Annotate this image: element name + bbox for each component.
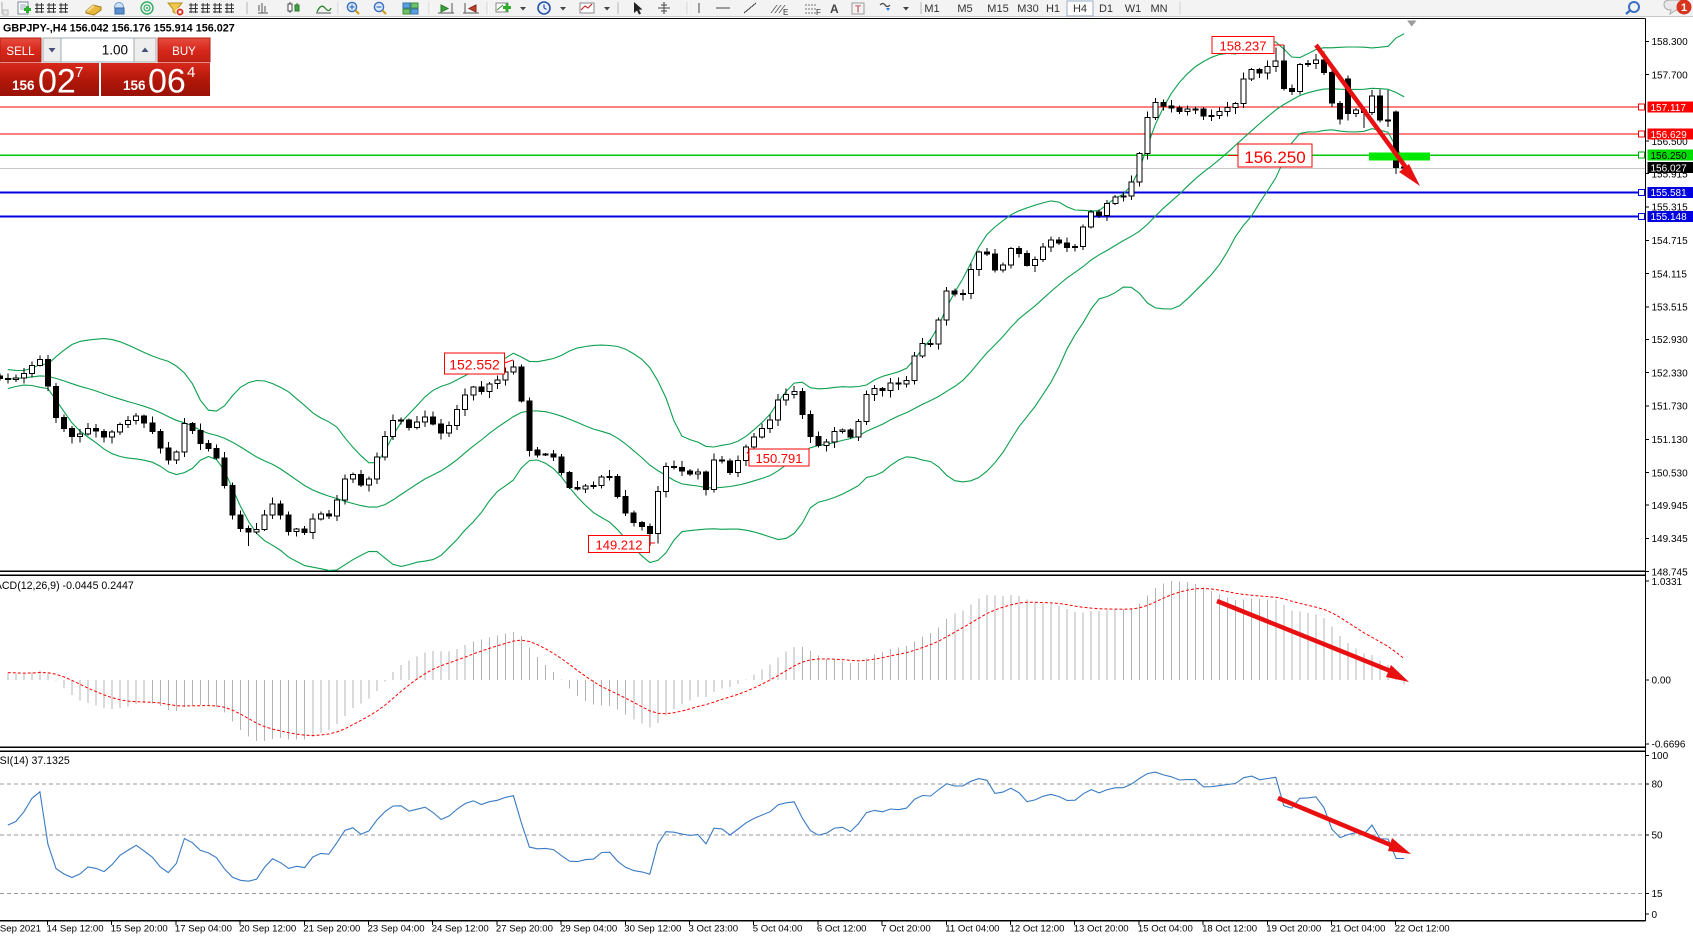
svg-text:H1: H1: [1046, 3, 1060, 15]
svg-text:M5: M5: [957, 3, 972, 15]
svg-text:22 Oct 12:00: 22 Oct 12:00: [1395, 924, 1450, 935]
svg-text:-0.6696: -0.6696: [1652, 740, 1686, 751]
svg-text:152.930: 152.930: [1652, 335, 1689, 346]
svg-text:156.250: 156.250: [1651, 151, 1688, 162]
svg-text:17 Sep 04:00: 17 Sep 04:00: [175, 924, 232, 935]
svg-text:D1: D1: [1099, 3, 1113, 15]
svg-text:13 Sep 2021: 13 Sep 2021: [0, 924, 41, 935]
svg-text:80: 80: [1652, 780, 1664, 791]
svg-text:15 Oct 04:00: 15 Oct 04:00: [1138, 924, 1193, 935]
svg-text:06: 06: [148, 63, 186, 101]
svg-text:W1: W1: [1125, 3, 1142, 15]
svg-text:19 Oct 20:00: 19 Oct 20:00: [1266, 924, 1321, 935]
svg-text:153.515: 153.515: [1652, 303, 1689, 314]
svg-text:29 Sep 04:00: 29 Sep 04:00: [560, 924, 617, 935]
svg-text:151.730: 151.730: [1652, 402, 1689, 413]
svg-text:7: 7: [75, 64, 83, 81]
svg-text:M1: M1: [924, 3, 939, 15]
svg-text:MACD(12,26,9) -0.0445 0.2447: MACD(12,26,9) -0.0445 0.2447: [0, 580, 134, 592]
svg-text:M30: M30: [1017, 3, 1038, 15]
svg-text:27 Sep 20:00: 27 Sep 20:00: [496, 924, 553, 935]
svg-text:158.237: 158.237: [1220, 39, 1267, 54]
svg-text:149.945: 149.945: [1652, 501, 1689, 512]
svg-text:0: 0: [1652, 910, 1658, 921]
svg-text:158.300: 158.300: [1652, 37, 1689, 48]
svg-text:13 Oct 20:00: 13 Oct 20:00: [1074, 924, 1129, 935]
svg-text:154.715: 154.715: [1652, 236, 1689, 247]
svg-text:152.330: 152.330: [1652, 368, 1689, 379]
svg-text:149.345: 149.345: [1652, 534, 1689, 545]
svg-text:4: 4: [187, 64, 195, 81]
svg-text:A: A: [830, 2, 839, 16]
svg-text:100: 100: [1652, 751, 1669, 762]
svg-text:152.552: 152.552: [449, 357, 500, 373]
svg-text:E: E: [783, 8, 788, 17]
svg-text:BUY: BUY: [172, 46, 196, 58]
svg-text:MN: MN: [1150, 3, 1167, 15]
svg-text:0.00: 0.00: [1652, 676, 1672, 687]
svg-text:M15: M15: [987, 3, 1008, 15]
svg-text:156.629: 156.629: [1651, 130, 1688, 141]
svg-text:02: 02: [38, 63, 76, 101]
svg-text:SELL: SELL: [6, 46, 35, 58]
svg-text:20 Sep 12:00: 20 Sep 12:00: [239, 924, 296, 935]
svg-text:150.530: 150.530: [1652, 468, 1689, 479]
svg-text:5 Oct 04:00: 5 Oct 04:00: [753, 924, 803, 935]
svg-text:6 Oct 12:00: 6 Oct 12:00: [817, 924, 867, 935]
svg-text:24 Sep 12:00: 24 Sep 12:00: [432, 924, 489, 935]
svg-text:18 Oct 12:00: 18 Oct 12:00: [1202, 924, 1257, 935]
svg-text:21 Sep 20:00: 21 Sep 20:00: [303, 924, 360, 935]
svg-text:12 Oct 12:00: 12 Oct 12:00: [1010, 924, 1065, 935]
svg-text:151.130: 151.130: [1652, 435, 1689, 446]
svg-text:150.791: 150.791: [756, 451, 803, 466]
svg-text:149.212: 149.212: [596, 538, 643, 553]
svg-text:155.315: 155.315: [1652, 203, 1689, 214]
svg-text:23 Sep 04:00: 23 Sep 04:00: [368, 924, 425, 935]
svg-text:11 Oct 04:00: 11 Oct 04:00: [945, 924, 999, 935]
svg-text:157.117: 157.117: [1651, 103, 1687, 114]
svg-text:155.915: 155.915: [1652, 169, 1689, 180]
svg-text:157.700: 157.700: [1652, 70, 1689, 81]
svg-text:155.148: 155.148: [1651, 212, 1688, 223]
svg-text:15: 15: [1652, 889, 1664, 900]
svg-text:156: 156: [123, 78, 146, 93]
svg-text:21 Oct 04:00: 21 Oct 04:00: [1331, 924, 1386, 935]
svg-text:F: F: [816, 8, 821, 17]
svg-text:1.00: 1.00: [102, 43, 128, 58]
svg-text:1.0331: 1.0331: [1652, 577, 1683, 588]
svg-text:1: 1: [1681, 2, 1687, 14]
svg-text:T: T: [855, 5, 861, 16]
svg-text:7 Oct 20:00: 7 Oct 20:00: [881, 924, 931, 935]
svg-text:3 Oct 23:00: 3 Oct 23:00: [689, 924, 739, 935]
svg-text:RSI(14) 37.1325: RSI(14) 37.1325: [0, 755, 70, 767]
svg-text:30 Sep 12:00: 30 Sep 12:00: [624, 924, 681, 935]
svg-text:GBPJPY-,H4 156.042 156.176 15: GBPJPY-,H4 156.042 156.176 155.914 156.0…: [3, 23, 235, 35]
svg-text:156: 156: [12, 78, 35, 93]
svg-text:156.250: 156.250: [1244, 148, 1305, 167]
svg-text:148.745: 148.745: [1652, 567, 1689, 578]
svg-text:50: 50: [1652, 831, 1664, 842]
svg-text:H4: H4: [1073, 3, 1087, 15]
svg-text:156.500: 156.500: [1652, 137, 1689, 148]
svg-text:156.027: 156.027: [1651, 163, 1688, 174]
svg-text:15 Sep 20:00: 15 Sep 20:00: [111, 924, 168, 935]
svg-text:14 Sep 12:00: 14 Sep 12:00: [47, 924, 104, 935]
svg-text:155.581: 155.581: [1651, 188, 1688, 199]
svg-text:154.115: 154.115: [1652, 269, 1688, 280]
